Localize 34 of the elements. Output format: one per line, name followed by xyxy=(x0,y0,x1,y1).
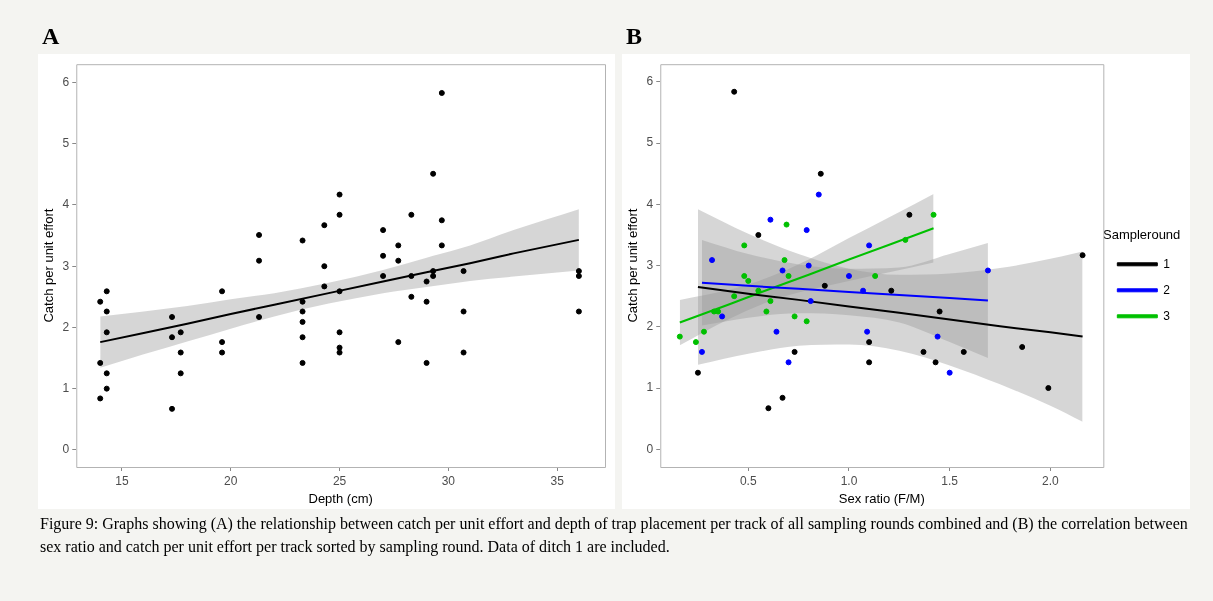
y-tick-label: 3 xyxy=(62,258,70,273)
legend-label: 3 xyxy=(1163,308,1171,323)
y-tick-label: 1 xyxy=(646,380,654,395)
y-tick-label: 2 xyxy=(646,319,654,334)
legend-label: 1 xyxy=(1163,256,1171,271)
x-tick-label: 30 xyxy=(441,473,456,488)
y-axis-title: Catch per unit effort xyxy=(41,208,57,323)
x-tick-label: 1.5 xyxy=(941,473,959,488)
x-tick-label: 0.5 xyxy=(739,473,757,488)
y-tick-label: 3 xyxy=(646,257,654,272)
y-tick-label: 4 xyxy=(62,197,70,212)
y-tick-label: 5 xyxy=(646,135,654,150)
y-tick-label: 4 xyxy=(646,196,654,211)
legend-label: 2 xyxy=(1163,282,1171,297)
y-tick-label: 6 xyxy=(646,74,654,89)
x-tick-label: 20 xyxy=(224,473,238,488)
chart-title: A xyxy=(41,22,61,51)
y-axis-title: Catch per unit effort xyxy=(625,208,641,323)
y-tick-label: 0 xyxy=(646,441,654,456)
x-tick-label: 25 xyxy=(332,473,347,488)
legend-title: Sampleround xyxy=(1103,226,1181,242)
y-tick-label: 2 xyxy=(62,319,70,334)
chart-title: B xyxy=(625,22,643,51)
y-tick-label: 6 xyxy=(62,74,70,89)
y-tick-label: 0 xyxy=(62,442,70,457)
x-axis-title: Depth (cm) xyxy=(308,490,373,506)
x-tick-label: 15 xyxy=(115,473,129,488)
y-tick-label: 5 xyxy=(62,136,70,151)
x-tick-label: 35 xyxy=(550,473,565,488)
x-tick-label: 1.0 xyxy=(840,473,858,488)
x-tick-label: 2.0 xyxy=(1042,473,1060,488)
caption: Figure 9: Graphs showing (A) the relationship between catch per unit effort and depth of trap placement per track of all sampling rounds combined and (B) the correlation between sex ratio and catch per unit effort per track sorted by sampling round. Data of ditch 1 are included. xyxy=(40,514,1189,558)
x-axis-title: Sex ratio (F/M) xyxy=(838,490,925,506)
y-tick-label: 1 xyxy=(62,380,70,395)
